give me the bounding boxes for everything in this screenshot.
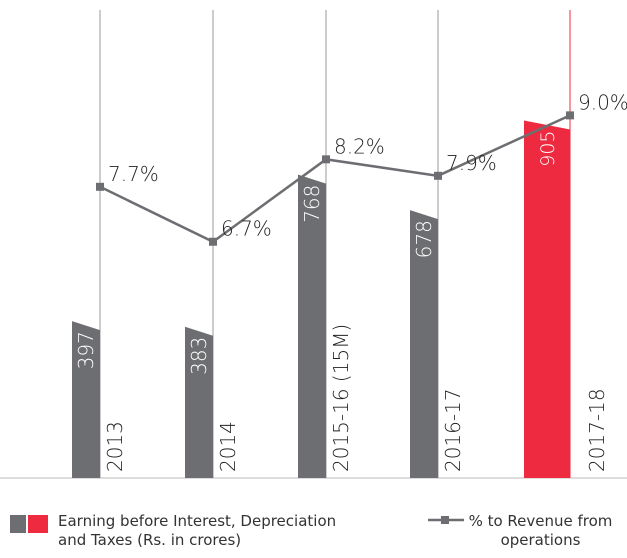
bar bbox=[524, 120, 570, 478]
line-marker bbox=[566, 111, 574, 120]
line-value-label: 7.7% bbox=[108, 162, 159, 186]
value-label: 383 bbox=[187, 337, 211, 375]
value-label: 905 bbox=[537, 130, 559, 166]
legend-label: Earning before Interest, Depreciation an… bbox=[58, 512, 337, 549]
line-marker bbox=[209, 237, 217, 246]
line-marker bbox=[434, 171, 442, 180]
bar bbox=[298, 174, 326, 478]
line-value-label: 6.7% bbox=[221, 217, 272, 241]
line-value-label: 9.0% bbox=[578, 90, 627, 114]
bar bbox=[410, 210, 438, 478]
line-marker bbox=[322, 155, 330, 164]
bar bbox=[185, 326, 213, 478]
legend-swatch bbox=[28, 515, 48, 533]
bar bbox=[72, 321, 100, 478]
plot: 397 2013 383 2014 768 2015-16 (15M) 678 2016-17… bbox=[0, 10, 627, 479]
category-label: 2015-16 (15M) bbox=[329, 324, 353, 472]
value-label: 397 bbox=[74, 331, 98, 369]
category-label: 2016-17 bbox=[441, 388, 465, 472]
legend-swatch bbox=[10, 515, 26, 533]
category-label: 2013 bbox=[103, 421, 127, 472]
category-label: 2014 bbox=[216, 421, 240, 472]
value-label: 768 bbox=[300, 185, 324, 223]
line-value-label: 7.9% bbox=[446, 151, 497, 175]
legend-label: % to Revenue from operations bbox=[468, 512, 613, 549]
line-value-label: 8.2% bbox=[334, 134, 385, 158]
line-marker bbox=[96, 182, 104, 191]
value-label: 678 bbox=[412, 220, 436, 258]
category-label: 2017-18 bbox=[585, 388, 609, 472]
